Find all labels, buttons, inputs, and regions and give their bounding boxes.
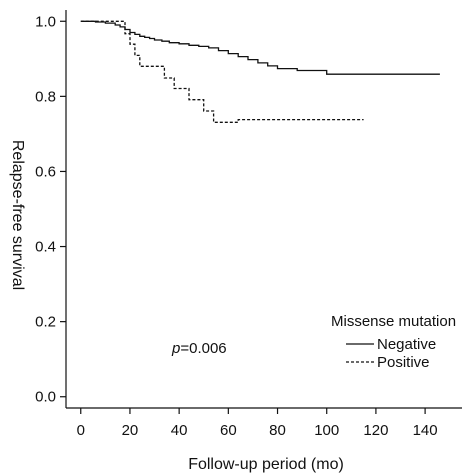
series-line-negative [80,20,440,75]
x-axis-title: Follow-up period (mo) [188,456,344,473]
y-tick-label: 0.8 [35,88,56,105]
x-tick-label: 0 [77,422,85,439]
y-tick-label: 0.4 [35,239,56,256]
legend: Missense mutation Negative Positive [331,313,456,371]
y-axis: 0.0 0.2 0.4 0.6 0.8 1.0 [35,10,67,408]
legend-title: Missense mutation [331,313,456,330]
x-tick-label: 140 [413,422,438,439]
y-tick-label: 1.0 [35,13,56,30]
series-line-positive [80,20,364,123]
x-axis: 0 20 40 60 80 100 120 140 [66,407,462,439]
y-tick-label: 0.2 [35,314,56,331]
y-axis-title: Relapse-free survival [9,140,26,290]
y-tick-label: 0.0 [35,389,56,406]
x-tick-label: 100 [314,422,339,439]
legend-label-positive: Positive [377,354,430,371]
p-value-symbol: p [171,340,180,357]
p-value-annotation: p=0.006 [171,340,227,357]
x-tick-label: 120 [363,422,388,439]
p-value-number: =0.006 [180,340,226,357]
series-layer [80,20,440,123]
x-tick-label: 40 [171,422,188,439]
x-tick-label: 60 [220,422,237,439]
legend-label-negative: Negative [377,336,436,353]
x-tick-label: 20 [122,422,139,439]
y-tick-label: 0.6 [35,163,56,180]
x-tick-label: 80 [269,422,286,439]
